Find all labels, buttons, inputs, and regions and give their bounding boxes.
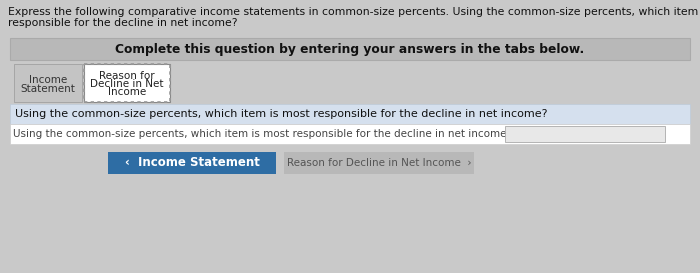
Text: Statement: Statement <box>20 84 76 94</box>
FancyBboxPatch shape <box>10 104 690 124</box>
Text: Income: Income <box>108 87 146 97</box>
Text: Using the common-size percents, which item is most responsible for the decline i: Using the common-size percents, which it… <box>15 109 547 119</box>
Text: Reason for: Reason for <box>99 71 155 81</box>
FancyBboxPatch shape <box>505 126 665 142</box>
FancyBboxPatch shape <box>10 38 690 60</box>
FancyBboxPatch shape <box>10 62 690 104</box>
FancyBboxPatch shape <box>108 152 276 174</box>
Text: Express the following comparative income statements in common-size percents. Usi: Express the following comparative income… <box>8 7 700 17</box>
FancyBboxPatch shape <box>284 152 474 174</box>
FancyBboxPatch shape <box>10 124 690 144</box>
Text: responsible for the decline in net income?: responsible for the decline in net incom… <box>8 18 237 28</box>
Text: Using the common-size percents, which item is most responsible for the decline i: Using the common-size percents, which it… <box>13 129 512 139</box>
Text: Complete this question by entering your answers in the tabs below.: Complete this question by entering your … <box>116 43 584 55</box>
FancyBboxPatch shape <box>84 64 170 102</box>
Text: Reason for Decline in Net Income  ›: Reason for Decline in Net Income › <box>287 158 471 168</box>
Text: ‹  Income Statement: ‹ Income Statement <box>125 156 260 170</box>
Text: Decline in Net: Decline in Net <box>90 79 164 89</box>
Text: Income: Income <box>29 75 67 85</box>
FancyBboxPatch shape <box>14 64 82 102</box>
